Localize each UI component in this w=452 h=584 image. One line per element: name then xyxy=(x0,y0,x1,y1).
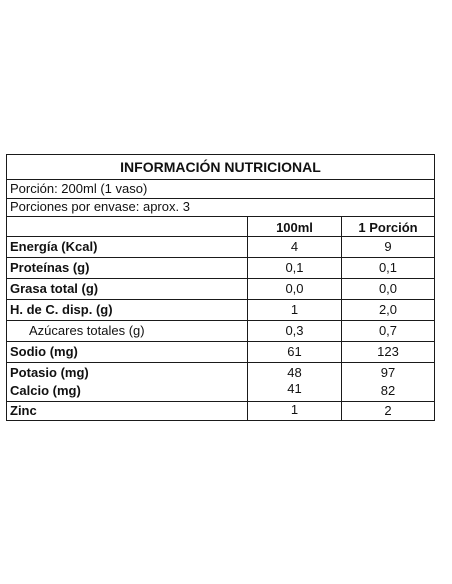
nutrient-name: Zinc xyxy=(10,403,37,418)
column-divider xyxy=(341,216,342,420)
divider xyxy=(7,299,434,300)
divider xyxy=(7,236,434,237)
value-per-100ml: 61 xyxy=(287,344,302,359)
divider xyxy=(7,179,434,180)
divider xyxy=(7,278,434,279)
column-divider xyxy=(247,216,248,420)
nutrient-name: Grasa total (g) xyxy=(10,281,99,296)
value-per-serving: 0,7 xyxy=(378,323,398,338)
nutrient-name: Calcio (mg) xyxy=(10,383,81,398)
nutrition-facts-table: INFORMACIÓN NUTRICIONAL Porción: 200ml (… xyxy=(6,154,435,421)
divider xyxy=(7,320,434,321)
serving-size: Porción: 200ml (1 vaso) xyxy=(10,181,148,196)
divider xyxy=(7,198,434,199)
column-header-serving: 1 Porción xyxy=(358,220,418,235)
value-per-100ml: 48 xyxy=(287,365,302,380)
value-per-serving: 82 xyxy=(380,383,396,398)
nutrient-name: Potasio (mg) xyxy=(10,365,89,380)
column-header-100ml: 100ml xyxy=(276,220,313,235)
table-title: INFORMACIÓN NUTRICIONAL xyxy=(120,159,321,175)
value-per-serving: 123 xyxy=(377,344,399,359)
divider xyxy=(7,341,434,342)
value-per-100ml: 41 xyxy=(287,381,302,396)
nutrient-name: Sodio (mg) xyxy=(10,344,78,359)
divider xyxy=(7,216,434,217)
value-per-100ml: 1 xyxy=(290,302,299,317)
value-per-100ml: 4 xyxy=(290,239,299,254)
nutrient-name: H. de C. disp. (g) xyxy=(10,302,113,317)
servings-per-container: Porciones por envase: aprox. 3 xyxy=(10,199,190,214)
value-per-100ml: 1 xyxy=(290,402,299,417)
value-per-100ml: 0,3 xyxy=(285,323,304,338)
nutrient-name: Azúcares totales (g) xyxy=(29,323,145,338)
value-per-100ml: 0,0 xyxy=(285,281,304,296)
value-per-serving: 0,0 xyxy=(378,281,398,296)
value-per-serving: 9 xyxy=(384,239,392,254)
divider xyxy=(7,362,434,363)
value-per-serving: 97 xyxy=(380,365,396,380)
value-per-100ml: 0,1 xyxy=(285,260,304,275)
divider xyxy=(7,401,434,402)
nutrient-name: Proteínas (g) xyxy=(10,260,90,275)
divider xyxy=(7,257,434,258)
nutrient-name: Energía (Kcal) xyxy=(10,239,98,254)
value-per-serving: 2 xyxy=(384,403,392,418)
value-per-serving: 2,0 xyxy=(378,302,398,317)
value-per-serving: 0,1 xyxy=(378,260,398,275)
